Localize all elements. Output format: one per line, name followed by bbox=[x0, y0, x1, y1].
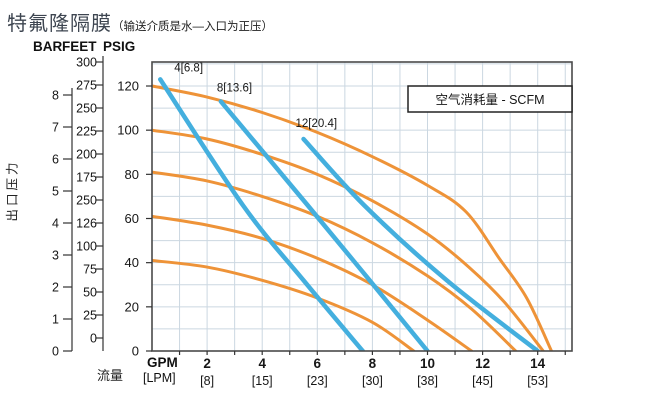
feet-tick-label: 0 bbox=[90, 332, 97, 346]
bar-tick-label: 7 bbox=[52, 121, 59, 135]
feet-tick-label: 225 bbox=[76, 125, 97, 139]
lpm-tick-label: [15] bbox=[252, 374, 273, 388]
feet-tick-label: 300 bbox=[76, 56, 97, 70]
feet-tick-label: 75 bbox=[83, 263, 97, 277]
gpm-tick-label: 10 bbox=[420, 356, 435, 371]
psig-axis: 120 100 80 60 40 20 0 bbox=[117, 79, 152, 359]
bar-tick-label: 0 bbox=[52, 345, 59, 359]
psig-tick-label: 0 bbox=[132, 344, 139, 359]
psig-tick-label: 100 bbox=[117, 123, 139, 138]
bar-tick-label: 3 bbox=[52, 249, 59, 263]
x-axis-unit-lpm-label: [LPM] bbox=[143, 371, 176, 385]
lpm-tick-label: [23] bbox=[307, 374, 328, 388]
psig-tick-label: 20 bbox=[125, 299, 139, 314]
legend-label: 空气消耗量 - SCFM bbox=[435, 92, 544, 107]
feet-tick-label: 25 bbox=[83, 309, 97, 323]
feet-tick-label: 50 bbox=[83, 286, 97, 300]
discharge-curve-40psig-air-curve bbox=[152, 258, 416, 351]
discharge-curve-120psig-air-curve bbox=[152, 84, 553, 351]
page-title-subtitle: （输送介质是水—入口为正压） bbox=[112, 21, 273, 33]
x-axis: 2 [8] 4 [15] 6 [23] 8 [30] 10 [38] 12 [45] 14 [53] bbox=[178, 351, 566, 388]
curves bbox=[152, 77, 553, 351]
psig-tick-label: 80 bbox=[125, 167, 139, 182]
feet-tick-label: 175 bbox=[76, 171, 97, 185]
discharge-curve-100psig-air-curve bbox=[152, 128, 545, 351]
feet-tick-label: 250 bbox=[76, 194, 97, 208]
bar-tick-label: 8 bbox=[52, 89, 59, 103]
gpm-tick-label: 12 bbox=[475, 356, 490, 371]
lpm-tick-label: [30] bbox=[362, 374, 383, 388]
feet-tick-label: 200 bbox=[76, 148, 97, 162]
air-consumption-8-scfm-label: 8[13.6] bbox=[217, 82, 252, 94]
legend-box: 空气消耗量 - SCFM bbox=[407, 85, 573, 113]
discharge-curve-80psig-air-curve bbox=[152, 170, 518, 351]
lpm-tick-label: [8] bbox=[200, 374, 214, 388]
axis-header-psig: PSIG bbox=[103, 39, 136, 54]
gpm-tick-label: 2 bbox=[203, 356, 211, 371]
bar-axis: 8 7 6 5 4 3 2 1 0 bbox=[52, 88, 73, 359]
axis-header-bar: BAR bbox=[33, 39, 63, 54]
page-title-main: 特氟隆隔膜 bbox=[7, 13, 112, 35]
lpm-tick-label: [53] bbox=[527, 374, 548, 388]
gpm-tick-label: 14 bbox=[530, 356, 546, 371]
air-consumption-12-scfm-curve bbox=[301, 136, 540, 351]
bar-tick-label: 5 bbox=[52, 185, 59, 199]
psig-tick-label: 120 bbox=[117, 79, 139, 94]
bar-tick-label: 1 bbox=[52, 313, 59, 327]
feet-tick-label: 250 bbox=[76, 102, 97, 116]
air-consumption-8-scfm-curve bbox=[218, 99, 430, 351]
bar-tick-label: 6 bbox=[52, 153, 59, 167]
lpm-tick-label: [45] bbox=[472, 374, 493, 388]
axis-header-feet: FEET bbox=[62, 39, 97, 54]
bar-tick-label: 4 bbox=[52, 217, 59, 231]
lpm-tick-label: [38] bbox=[417, 374, 438, 388]
psig-tick-label: 40 bbox=[125, 255, 139, 270]
gpm-tick-label: 4 bbox=[258, 356, 266, 371]
gpm-tick-label: 8 bbox=[369, 356, 377, 371]
bar-tick-label: 2 bbox=[52, 281, 59, 295]
air-consumption-4-scfm-label: 4[6.8] bbox=[174, 62, 203, 74]
feet-tick-label: 126 bbox=[76, 217, 97, 231]
psig-tick-label: 60 bbox=[125, 211, 139, 226]
discharge-curve-60psig-air-curve bbox=[152, 214, 474, 351]
page-title: 特氟隆隔膜（输送介质是水—入口为正压） bbox=[7, 7, 273, 36]
plot-border bbox=[151, 61, 573, 352]
air-consumption-4-scfm-curve bbox=[158, 77, 366, 351]
air-consumption-12-scfm-label: 12[20.4] bbox=[296, 118, 338, 130]
x-axis-label-flow: 流量 bbox=[97, 368, 124, 383]
x-axis-unit-gpm-label: GPM bbox=[147, 355, 178, 370]
gpm-tick-label: 6 bbox=[314, 356, 322, 371]
feet-tick-label: 275 bbox=[76, 79, 97, 93]
feet-tick-label: 100 bbox=[76, 240, 97, 254]
